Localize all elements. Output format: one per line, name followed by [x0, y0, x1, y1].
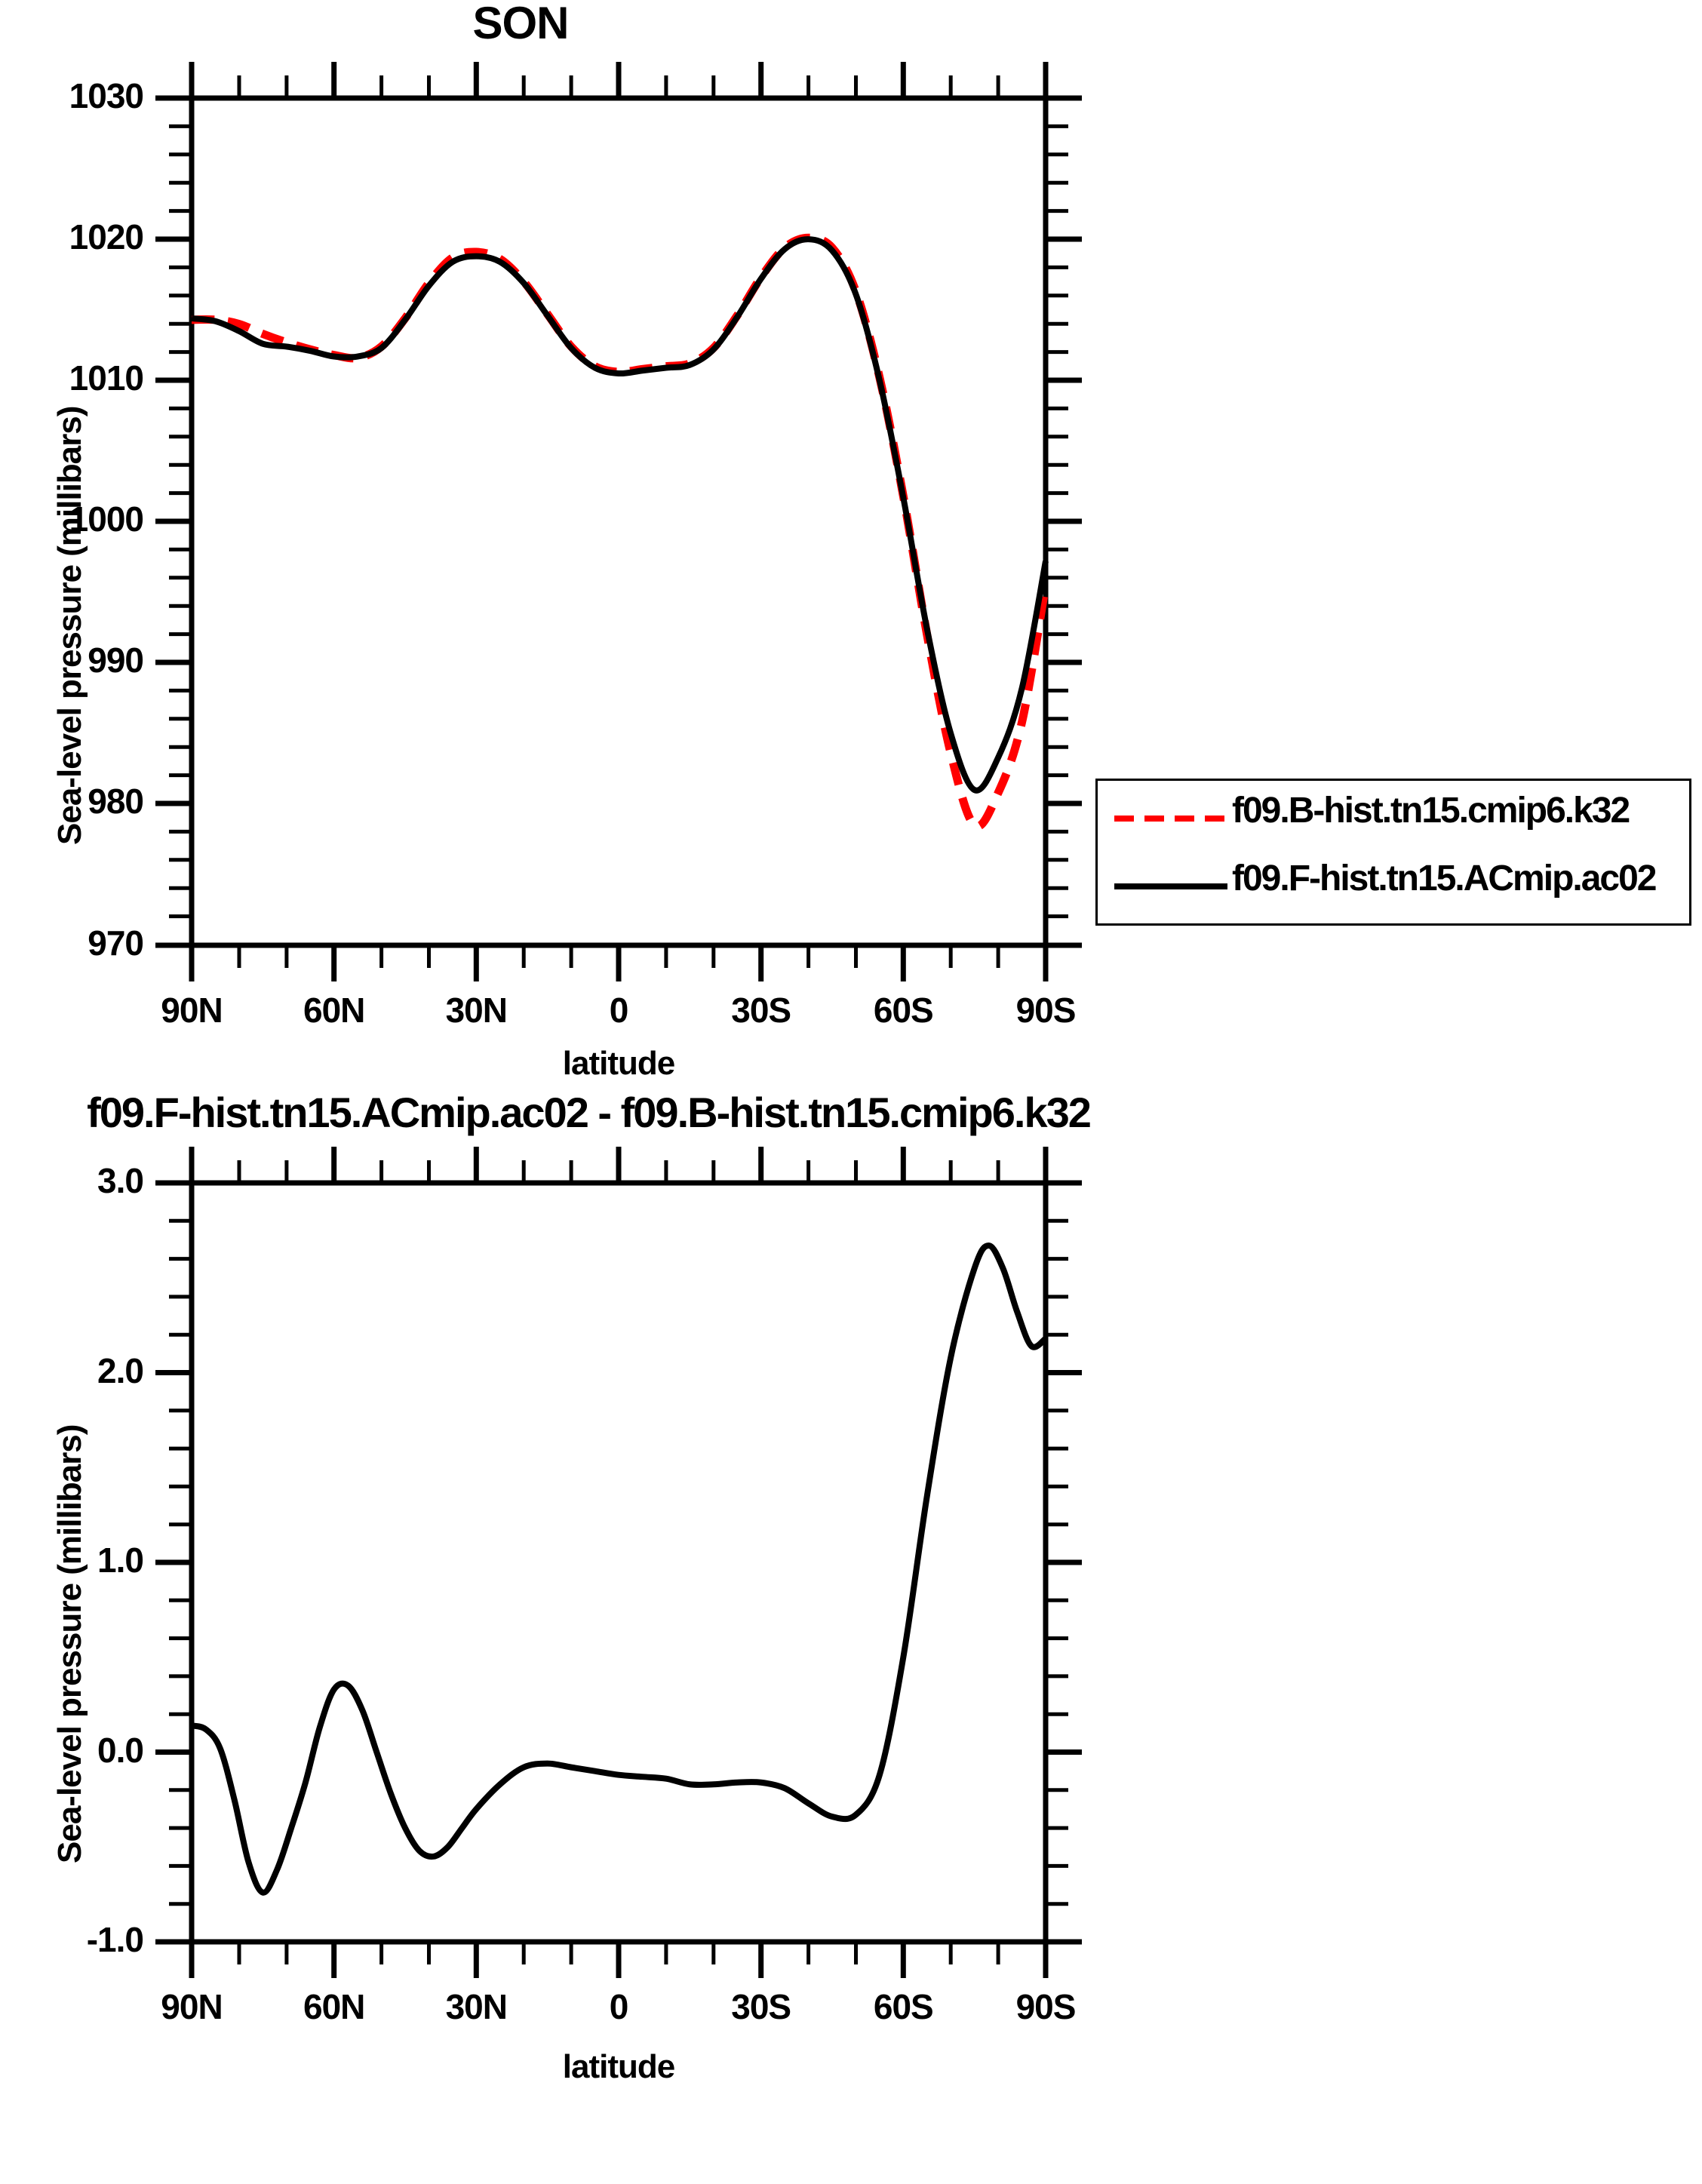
top-x-minor-ticks-top — [237, 75, 1000, 98]
top-xtick-label-4: 30S — [731, 991, 791, 1030]
top-panel-series-group — [191, 233, 1050, 831]
top-xtick-label-0: 90N — [161, 991, 223, 1030]
legend-label-1: f09.F-hist.tn15.ACmip.ac02 — [1232, 859, 1657, 898]
top-panel-title: SON — [472, 0, 569, 48]
top-xtick-label-1: 60N — [303, 991, 365, 1030]
top-ytick-label-2: 1010 — [69, 358, 144, 398]
bottom-ytick-label-2: 1.0 — [97, 1540, 144, 1580]
series-line-0 — [191, 233, 1050, 831]
top-y-minor-ticks — [169, 124, 192, 919]
top-xtick-label-3: 0 — [609, 991, 629, 1030]
bottom-xtick-label-3: 0 — [609, 1987, 629, 2026]
bottom-panel-ylabel: Sea-level pressure (millibars) — [51, 1424, 88, 1863]
top-ytick-label-5: 980 — [88, 782, 144, 821]
top-ytick-label-6: 970 — [88, 923, 144, 963]
top-x-minor-ticks — [237, 945, 1000, 968]
bottom-panel-plot-svg — [155, 1147, 1082, 1978]
top-y-major-ticks — [155, 95, 192, 948]
bottom-ytick-label-1: 2.0 — [97, 1350, 144, 1390]
series-line-1 — [191, 236, 1049, 794]
top-xtick-label-5: 60S — [873, 991, 934, 1030]
top-xtick-label-2: 30N — [445, 991, 508, 1030]
top-x-major-ticks-top — [189, 62, 1049, 98]
top-panel-xlabel: latitude — [562, 1045, 675, 1082]
legend: f09.B-hist.tn15.cmip6.k32 f09.F-hist.tn1… — [1095, 779, 1691, 926]
series-line-0 — [190, 1243, 1048, 1896]
bottom-ytick-label-0: 3.0 — [97, 1161, 144, 1200]
top-panel: SON — [51, 0, 1691, 1082]
bottom-xtick-label-0: 90N — [161, 1987, 223, 2026]
legend-label-0: f09.B-hist.tn15.cmip6.k32 — [1232, 791, 1630, 831]
bottom-y-major-ticks-right — [1046, 1180, 1082, 1945]
top-ytick-label-1: 1020 — [69, 217, 144, 256]
bottom-y-minor-ticks-right — [1046, 1218, 1068, 1906]
bottom-xtick-label-6: 90S — [1015, 1987, 1077, 2026]
bottom-y-minor-ticks — [169, 1218, 192, 1906]
legend-line-solid-icon — [1114, 883, 1227, 889]
bottom-x-major-ticks-top — [189, 1147, 1049, 1183]
top-y-minor-ticks-right — [1046, 124, 1068, 919]
legend-entry-0: f09.B-hist.tn15.cmip6.k32 — [1098, 788, 1689, 849]
top-y-major-ticks-right — [1046, 95, 1082, 948]
top-ytick-label-4: 990 — [88, 640, 144, 680]
bottom-xtick-label-1: 60N — [303, 1987, 365, 2026]
legend-line-dashed-icon — [1114, 816, 1227, 822]
top-panel-plot-svg — [155, 62, 1082, 981]
top-ytick-label-0: 1030 — [69, 76, 144, 115]
top-panel-ylabel: Sea-level pressure (millibars) — [51, 406, 88, 845]
bottom-panel-xlabel: latitude — [562, 2048, 675, 2085]
top-x-major-ticks — [189, 945, 1049, 981]
bottom-panel-title: f09.F-hist.tn15.ACmip.ac02 - f09.B-hist.… — [87, 1089, 1092, 1136]
bottom-x-minor-ticks-top — [237, 1160, 1000, 1183]
bottom-panel-series-group — [190, 1243, 1048, 1896]
bottom-xtick-label-5: 60S — [873, 1987, 934, 2026]
bottom-xtick-label-4: 30S — [731, 1987, 791, 2026]
top-xtick-label-6: 90S — [1015, 991, 1077, 1030]
bottom-ytick-label-3: 0.0 — [97, 1730, 144, 1770]
top-ytick-label-3: 1000 — [69, 499, 144, 539]
top-axis-frame — [189, 95, 1049, 948]
bottom-ytick-label-4: -1.0 — [86, 1920, 144, 1959]
bottom-y-major-ticks — [155, 1180, 192, 1945]
bottom-xtick-label-2: 30N — [445, 1987, 508, 2026]
bottom-panel: 3.0 2.0 1.0 0.0 -1.0 90N 60N 30N 0 30S 6… — [0, 1101, 1702, 2184]
bottom-x-major-ticks — [189, 1942, 1049, 1978]
bottom-x-minor-ticks — [237, 1942, 1000, 1964]
legend-entry-1: f09.F-hist.tn15.ACmip.ac02 — [1098, 856, 1689, 917]
